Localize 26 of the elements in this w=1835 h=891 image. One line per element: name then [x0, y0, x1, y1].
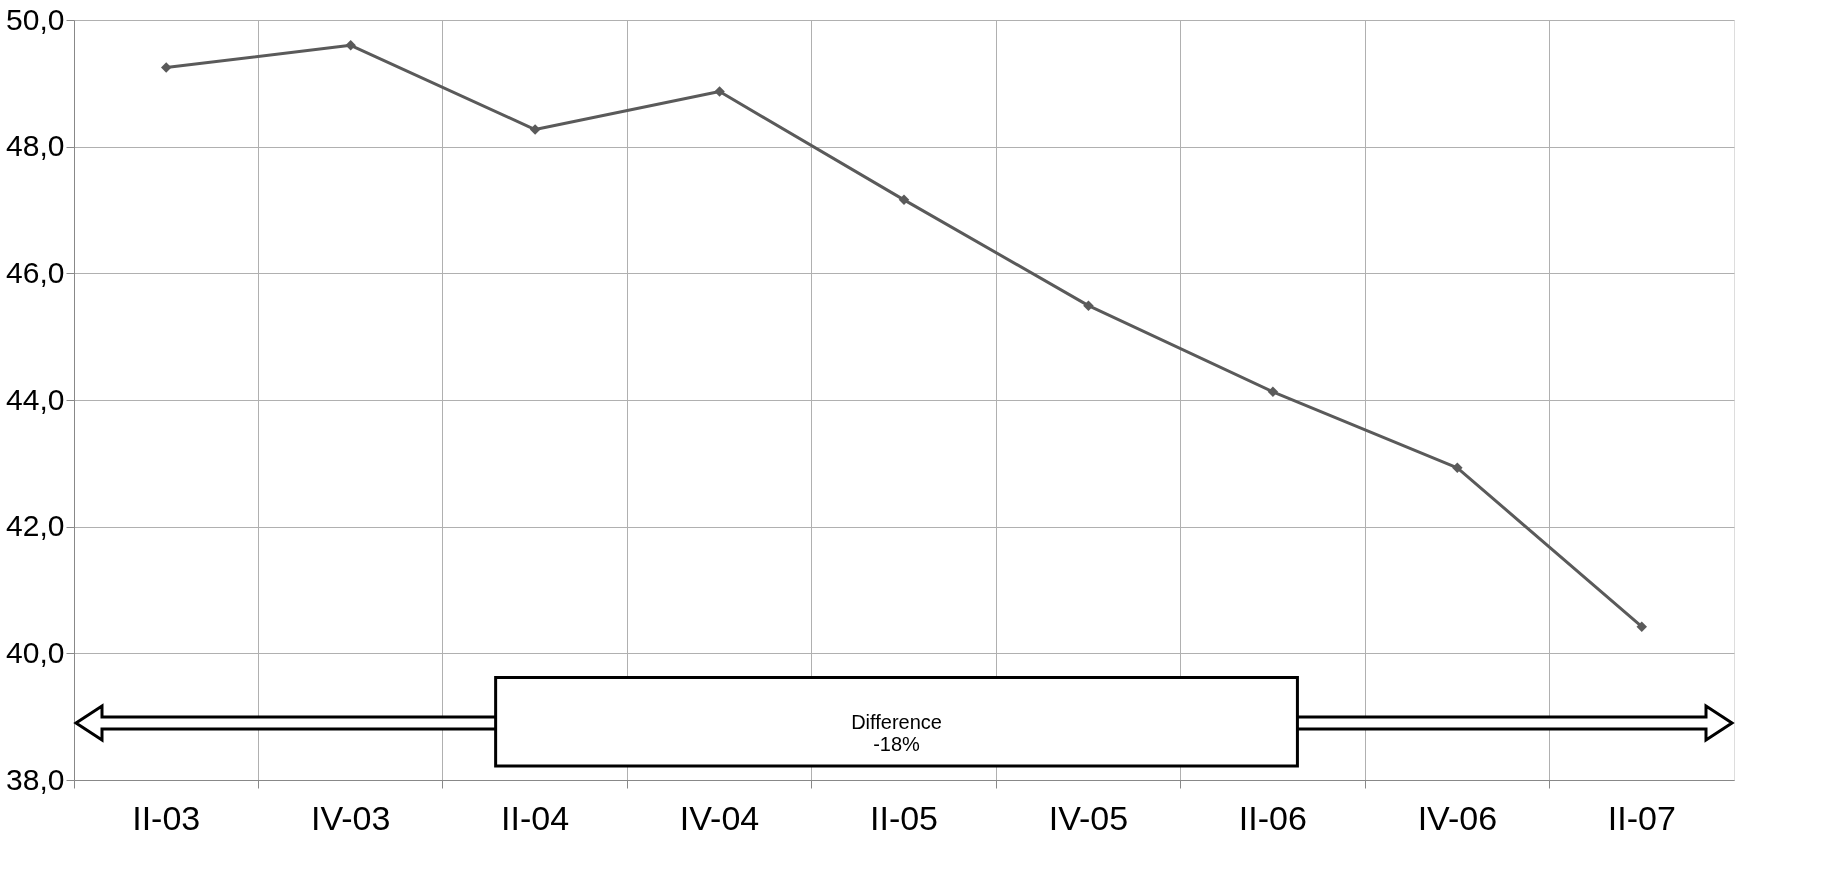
point: [1636, 621, 1648, 632]
y-tick-label: 48,0: [6, 129, 65, 163]
point: [1452, 462, 1463, 474]
y-tick-label: 40,0: [6, 635, 65, 669]
point: [529, 124, 541, 135]
point: [160, 62, 172, 73]
point: [714, 86, 725, 97]
y-tick-label: 50,0: [6, 2, 65, 36]
y-tick-label: 44,0: [6, 382, 65, 416]
x-tick-label: IV-06: [1417, 798, 1498, 837]
x-tick-label: II-07: [1607, 798, 1676, 837]
x-tick-label: IV-04: [679, 798, 760, 837]
annotation: Difference -18%: [851, 711, 942, 755]
x-tick-label: IV-03: [310, 798, 391, 837]
x-tick-label: II-03: [132, 798, 201, 837]
y-tick-label: 46,0: [6, 255, 65, 289]
point: [1083, 300, 1094, 311]
x-tick-label: II-06: [1238, 798, 1307, 837]
point: [898, 194, 910, 206]
y-tick-label: 38,0: [6, 762, 65, 796]
point: [345, 40, 356, 51]
point: [1267, 386, 1279, 398]
x-tick-label: II-05: [869, 798, 939, 837]
x-tick-label: II-04: [501, 798, 570, 837]
x-tick-label: IV-05: [1048, 798, 1129, 837]
y-tick-label: 42,0: [6, 509, 65, 543]
